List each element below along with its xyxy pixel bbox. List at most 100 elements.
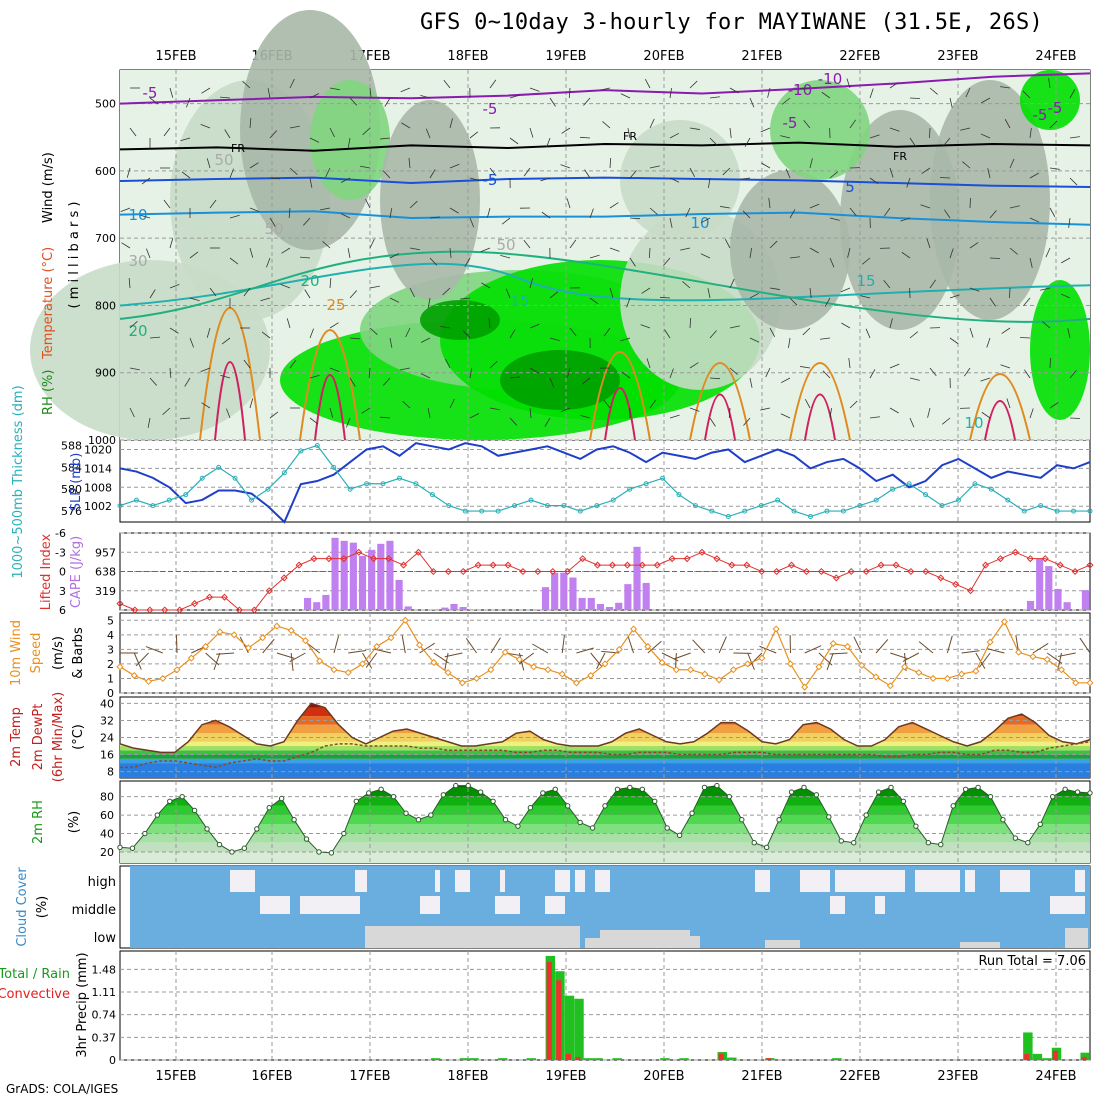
wind-barb — [129, 407, 135, 418]
rh-point — [751, 840, 757, 846]
rh-point — [714, 782, 720, 789]
rh-point — [254, 826, 260, 832]
wind-ytick: 4 — [107, 629, 114, 642]
wind10-point — [572, 679, 581, 687]
precip-convective-bar — [766, 1058, 772, 1060]
wind10-point — [829, 640, 837, 648]
wind-barb — [589, 254, 600, 259]
cloud-high-block — [355, 870, 367, 892]
contour-label: 10 — [128, 206, 147, 224]
wind-barb — [489, 79, 497, 89]
wind10-point — [701, 670, 709, 678]
wind-barb — [529, 278, 533, 289]
precip-convective-bar — [556, 980, 562, 1060]
wind-barb — [489, 167, 497, 177]
wind-barb — [361, 407, 371, 414]
precip-total-bar — [459, 1058, 470, 1060]
wind-barb — [883, 279, 891, 289]
wind-barb — [529, 367, 539, 374]
li-point — [728, 561, 736, 569]
wind10-barb — [290, 652, 294, 671]
cape-bar — [569, 577, 577, 610]
temp-band — [120, 763, 1090, 778]
wind-barb — [1009, 247, 1018, 255]
rh-point — [975, 784, 981, 791]
precip-total-bar — [497, 1058, 508, 1060]
wind-barb — [340, 213, 351, 219]
wind10-point — [202, 642, 210, 650]
wind10-barb — [490, 637, 501, 654]
li-point — [161, 606, 169, 614]
wind-barb — [785, 168, 791, 179]
contour-label: 30 — [128, 252, 147, 270]
wind-barb — [128, 278, 131, 289]
li-point — [1026, 555, 1034, 563]
wind-barb — [544, 417, 551, 427]
cloud-high-block — [915, 870, 960, 892]
thickness-point — [364, 481, 370, 487]
thickness-point — [742, 508, 748, 514]
li-point — [459, 567, 467, 576]
wind-barb — [289, 359, 297, 369]
wind-barb — [300, 256, 311, 259]
thickness-point — [791, 508, 797, 514]
wind-barb — [281, 247, 291, 254]
wind-barb — [1069, 370, 1077, 379]
wind-barb — [728, 407, 731, 419]
rh-shading — [30, 260, 270, 440]
wind-barb — [584, 169, 591, 179]
cloud-ylabel-unit: (%) — [35, 896, 50, 919]
cloud-ytick: middle — [72, 903, 116, 918]
li-point — [191, 600, 199, 608]
precip-total-bar — [1080, 1052, 1090, 1060]
wind-barb — [689, 167, 696, 178]
wind-barb — [769, 287, 780, 290]
wind10-point — [173, 666, 181, 674]
precip-total-bar — [469, 1058, 479, 1060]
wind-barb — [609, 157, 612, 169]
wind-barb — [181, 171, 191, 179]
wind-barb — [620, 93, 631, 99]
wind-barb — [889, 127, 900, 132]
wind-barb — [384, 97, 391, 107]
thickness-point — [758, 503, 764, 509]
wind-barb — [768, 198, 771, 209]
wind-barb — [409, 200, 418, 209]
li-point — [877, 561, 885, 569]
wind-barb — [1024, 369, 1031, 379]
wind-barb — [729, 87, 739, 94]
isotherm-warm — [789, 362, 851, 441]
cape-bar — [1026, 600, 1035, 610]
rh-point — [341, 830, 347, 837]
wind10-point — [843, 642, 852, 650]
wind-barb — [989, 257, 1001, 259]
wind-barb — [329, 367, 340, 372]
wind-barb — [989, 210, 997, 219]
thickness-point — [512, 503, 518, 509]
wind-barb — [809, 287, 812, 298]
wind-barb — [740, 177, 751, 180]
wind10-barb — [362, 652, 373, 669]
wind-barb — [289, 78, 295, 89]
wind10-point — [1043, 656, 1051, 664]
upper-ytick: 500 — [95, 98, 116, 111]
precip-total-bar — [727, 1057, 737, 1060]
temp-ylabel: (°C) — [71, 724, 86, 750]
wind-barb — [449, 247, 452, 258]
cape-bar — [450, 603, 458, 610]
wind10-barb — [748, 652, 763, 667]
li-point — [668, 555, 676, 563]
isotherm--5 — [119, 72, 1091, 105]
dewpt-line — [120, 741, 1091, 769]
wind-barb — [627, 128, 631, 139]
rh-point — [366, 790, 372, 796]
wind10-point — [130, 672, 138, 680]
li-point — [996, 555, 1004, 563]
wind-barb — [986, 337, 991, 348]
wind-barb — [742, 210, 751, 219]
wind-barb — [580, 415, 591, 419]
wind-barb — [440, 325, 451, 329]
wind10-point — [958, 670, 966, 678]
contour-label: 15 — [856, 272, 875, 290]
wind-barb — [389, 337, 393, 348]
